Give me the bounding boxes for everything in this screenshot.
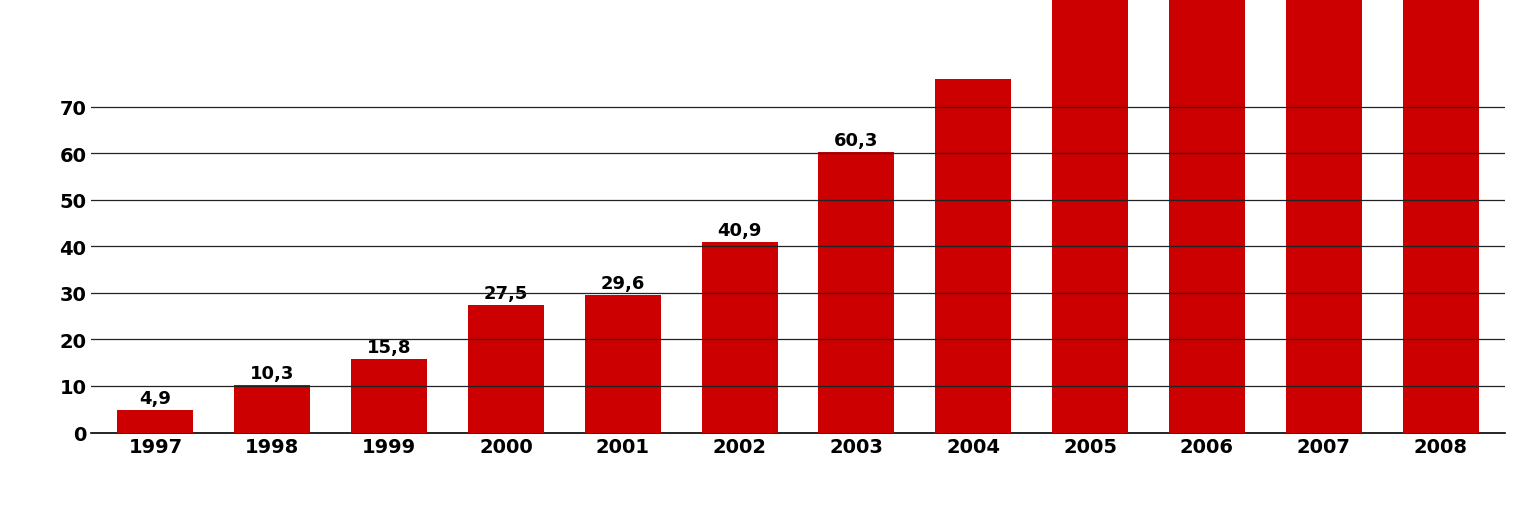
Bar [1052,0,1128,433]
Text: 29,6: 29,6 [600,274,644,292]
Text: 15,8: 15,8 [366,338,412,356]
Bar [117,410,193,433]
Bar [468,305,544,433]
Bar [1169,0,1245,433]
Text: 10,3: 10,3 [251,364,295,382]
Text: 27,5: 27,5 [483,284,527,302]
Bar [1286,0,1362,433]
Text: 40,9: 40,9 [717,222,762,240]
Bar [585,295,661,433]
Text: 4,9: 4,9 [140,389,172,407]
Bar [1403,0,1479,433]
Bar [234,385,310,433]
Bar [702,243,778,433]
Bar [935,79,1011,433]
Text: 60,3: 60,3 [834,132,879,150]
Bar [351,359,427,433]
Bar [818,153,894,433]
